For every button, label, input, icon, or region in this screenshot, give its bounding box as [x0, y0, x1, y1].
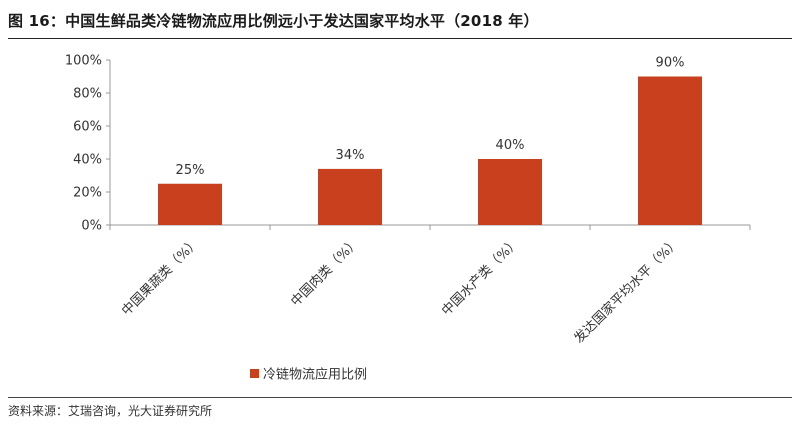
data-label-2: 34% — [336, 148, 365, 163]
bar-1 — [158, 183, 222, 225]
y-tick-label: 40% — [73, 153, 102, 168]
data-label-4: 90% — [656, 56, 685, 71]
y-tick-label: 0% — [81, 219, 102, 234]
legend-swatch — [250, 369, 259, 378]
title-rule — [8, 38, 792, 39]
chart-title: 图 16：中国生鲜品类冷链物流应用比例远小于发达国家平均水平（2018 年） — [8, 12, 539, 30]
y-axis-ticks: 0% 20% 40% 60% 80% 100% — [65, 54, 110, 234]
category-labels: 中国果蔬类（%） 中国肉类（%） 中国水产类（%） 发达国家平均水平（%） — [119, 235, 683, 347]
data-labels: 25% 34% 40% 90% — [176, 56, 685, 178]
y-tick-label: 60% — [73, 120, 102, 135]
category-label-1: 中国果蔬类（%） — [119, 235, 203, 319]
y-tick-label: 100% — [65, 54, 102, 69]
source-note: 资料来源：艾瑞咨询，光大证券研究所 — [8, 404, 213, 418]
bar-2 — [318, 168, 382, 225]
legend-label: 冷链物流应用比例 — [263, 367, 367, 383]
bar-4 — [638, 76, 702, 225]
y-tick-label: 20% — [73, 186, 102, 201]
bars — [158, 76, 702, 225]
category-label-4: 发达国家平均水平（%） — [571, 235, 683, 347]
y-tick-label: 80% — [73, 87, 102, 102]
category-label-2: 中国肉类（%） — [288, 235, 363, 310]
category-label-3: 中国水产类（%） — [439, 235, 523, 319]
data-label-1: 25% — [176, 163, 205, 178]
bar-3 — [478, 159, 542, 225]
legend: 冷链物流应用比例 — [250, 367, 367, 383]
source-rule — [8, 397, 792, 398]
data-label-3: 40% — [496, 138, 525, 153]
